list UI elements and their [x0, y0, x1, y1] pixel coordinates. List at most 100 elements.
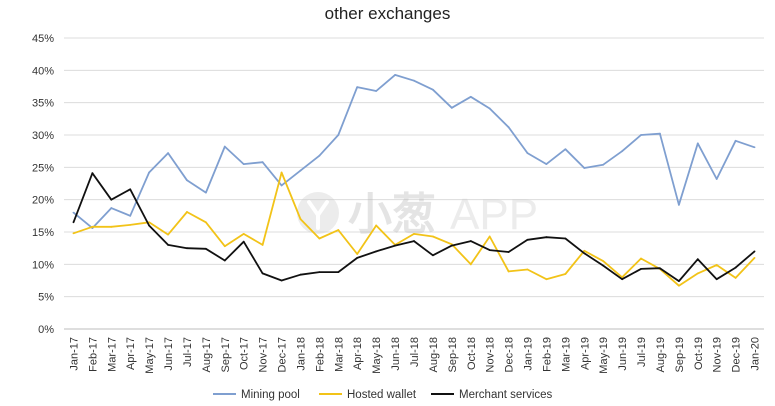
legend: Mining pool Hosted wallet Merchant service… — [213, 389, 553, 401]
data-point — [394, 73, 396, 76]
data-point — [280, 171, 283, 174]
data-point — [677, 280, 680, 283]
data-point — [526, 152, 529, 155]
x-tick-label: Aug-19 — [655, 337, 667, 372]
data-point — [318, 271, 321, 273]
data-point — [129, 223, 132, 226]
data-point — [450, 244, 453, 247]
x-tick-label: Feb-18 — [314, 337, 326, 372]
data-point — [507, 251, 510, 253]
x-tick-label: Nov-17 — [258, 337, 270, 372]
data-point — [469, 240, 472, 242]
x-tick-label: Jan-19 — [523, 337, 535, 371]
data-point — [299, 218, 302, 220]
data-point — [469, 95, 472, 98]
watermark-circle-icon — [297, 192, 339, 234]
data-point — [621, 276, 624, 279]
data-point — [602, 264, 605, 267]
data-point — [223, 245, 226, 248]
x-tick-label: May-17 — [144, 337, 156, 374]
data-point — [261, 161, 264, 164]
x-tick-label: Oct-19 — [693, 337, 705, 370]
y-tick-label: 10% — [32, 259, 54, 271]
data-point — [507, 270, 510, 273]
data-point — [583, 252, 586, 255]
data-point — [186, 211, 188, 213]
data-point — [299, 169, 302, 172]
x-tick-label: Mar-19 — [560, 337, 572, 372]
x-tick-label: Jun-19 — [617, 337, 629, 371]
x-tick-label: Feb-19 — [541, 337, 553, 372]
y-tick-label: 20% — [32, 195, 54, 207]
data-point — [583, 249, 586, 252]
data-point — [640, 257, 642, 260]
data-point — [299, 273, 302, 276]
data-point — [564, 148, 567, 151]
data-point — [318, 237, 321, 240]
data-point — [356, 253, 359, 255]
data-point — [375, 250, 378, 253]
data-point — [715, 178, 718, 180]
data-point — [545, 236, 548, 239]
x-tick-label: Apr-19 — [579, 337, 591, 370]
y-tick-label: 40% — [32, 65, 54, 77]
data-point — [621, 278, 624, 281]
data-point — [715, 278, 718, 281]
series-lines — [72, 73, 756, 287]
data-point — [375, 90, 378, 92]
data-point — [602, 163, 605, 166]
legend-label: Hosted wallet — [347, 389, 417, 401]
data-point — [734, 266, 737, 269]
data-point — [110, 225, 113, 228]
data-point — [432, 88, 434, 91]
data-point — [261, 244, 264, 246]
x-tick-label: Aug-18 — [428, 337, 440, 372]
data-point — [394, 244, 396, 247]
data-point — [734, 139, 737, 142]
data-point — [356, 86, 359, 89]
x-tick-label: May-19 — [598, 337, 610, 374]
series-1 — [72, 171, 756, 287]
data-point — [148, 224, 151, 227]
x-tick-label: Sep-17 — [220, 337, 232, 372]
y-tick-label: 30% — [32, 130, 54, 142]
legend-label: Mining pool — [241, 389, 300, 401]
data-point — [564, 237, 567, 240]
data-point — [318, 154, 321, 157]
data-point — [204, 191, 207, 194]
data-point — [413, 79, 415, 82]
x-tick-label: Apr-18 — [352, 337, 364, 370]
data-point — [129, 214, 132, 217]
data-point — [659, 132, 661, 135]
x-tick-label: Jun-18 — [390, 337, 402, 371]
data-point — [242, 240, 245, 243]
series-2 — [72, 172, 756, 283]
y-tick-label: 0% — [38, 324, 54, 336]
data-point — [242, 233, 245, 235]
data-point — [621, 150, 624, 153]
data-point — [753, 146, 756, 149]
x-tick-label: Mar-18 — [333, 337, 345, 372]
data-point — [413, 233, 415, 235]
x-tick-label: Mar-17 — [106, 337, 118, 372]
data-point — [677, 284, 680, 287]
data-point — [583, 167, 586, 169]
data-point — [432, 235, 434, 238]
y-tick-label: 5% — [38, 292, 54, 304]
data-point — [72, 221, 75, 224]
data-point — [526, 268, 529, 271]
watermark-logo: 小葱 APP — [297, 190, 538, 239]
x-tick-label: Sep-18 — [447, 337, 459, 372]
data-point — [677, 203, 680, 206]
x-tick-label: Oct-17 — [239, 337, 251, 370]
data-point — [110, 207, 113, 209]
data-point — [242, 163, 245, 166]
data-point — [640, 267, 642, 270]
series-0 — [72, 73, 756, 230]
data-point — [148, 221, 151, 224]
x-tick-label: Jan-17 — [68, 337, 80, 371]
data-point — [337, 229, 340, 231]
data-point — [280, 279, 283, 282]
data-point — [337, 134, 340, 136]
